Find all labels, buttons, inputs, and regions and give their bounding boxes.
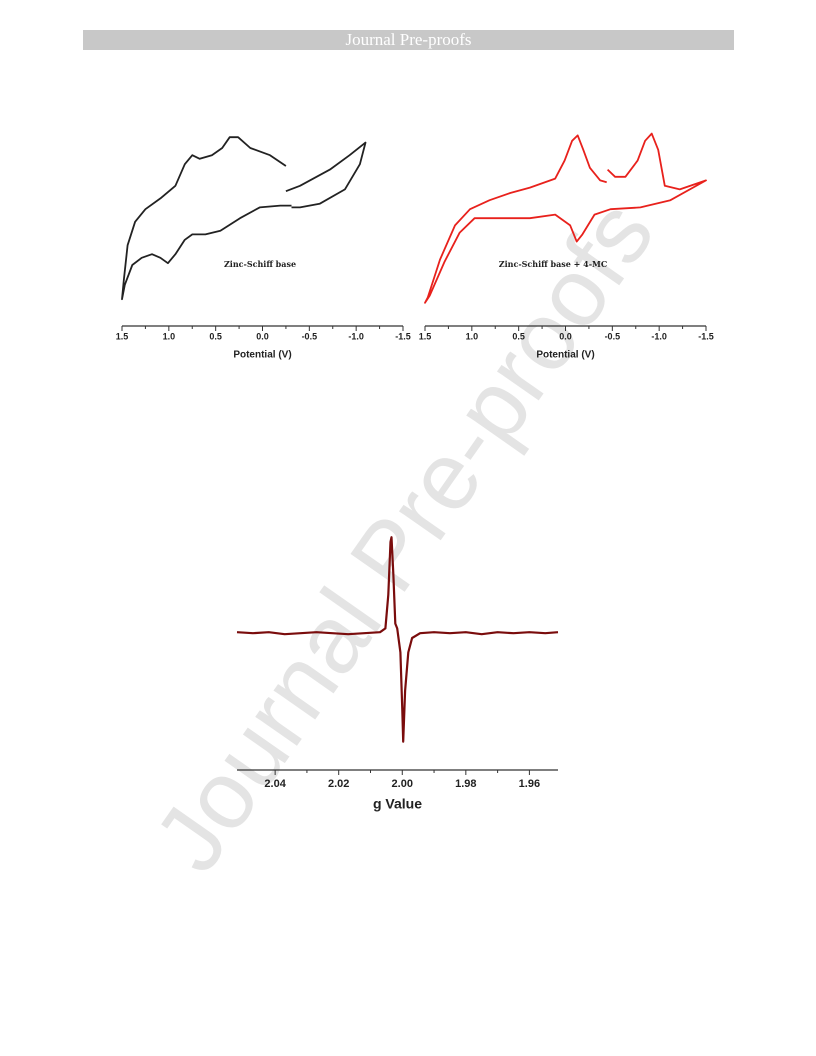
x-tick-label: -0.5 [605,331,621,341]
x-axis-title: Potential (V) [233,350,291,361]
x-tick-label: 1.0 [466,331,479,341]
x-tick-label: 1.98 [455,778,476,790]
x-tick-label: 0.5 [512,331,525,341]
x-tick-label: 2.02 [328,778,349,790]
x-tick-label: 2.00 [392,778,413,790]
x-tick-label: -1.5 [395,331,411,341]
x-tick-label: -1.5 [698,331,714,341]
x-tick-label: 1.96 [519,778,540,790]
x-tick-label: 0.0 [256,331,269,341]
x-tick-label: 0.0 [559,331,572,341]
x-tick-label: 1.5 [419,331,432,341]
annotation: Zinc-Schiff base + 4-MC [499,259,608,269]
x-tick-label: 2.04 [264,778,286,790]
curve [424,132,707,304]
x-tick-label: -1.0 [651,331,667,341]
x-axis-title: g Value [373,796,422,812]
curve [121,136,367,301]
curve [236,536,559,743]
x-tick-label: 1.5 [116,331,129,341]
annotation: Zinc-Schiff base [224,259,296,269]
x-tick-label: -0.5 [302,331,318,341]
header-bar: Journal Pre-proofs [83,30,734,50]
x-tick-label: 1.0 [163,331,176,341]
x-tick-label: 0.5 [209,331,222,341]
x-axis-title: Potential (V) [536,350,594,361]
x-tick-label: -1.0 [348,331,364,341]
